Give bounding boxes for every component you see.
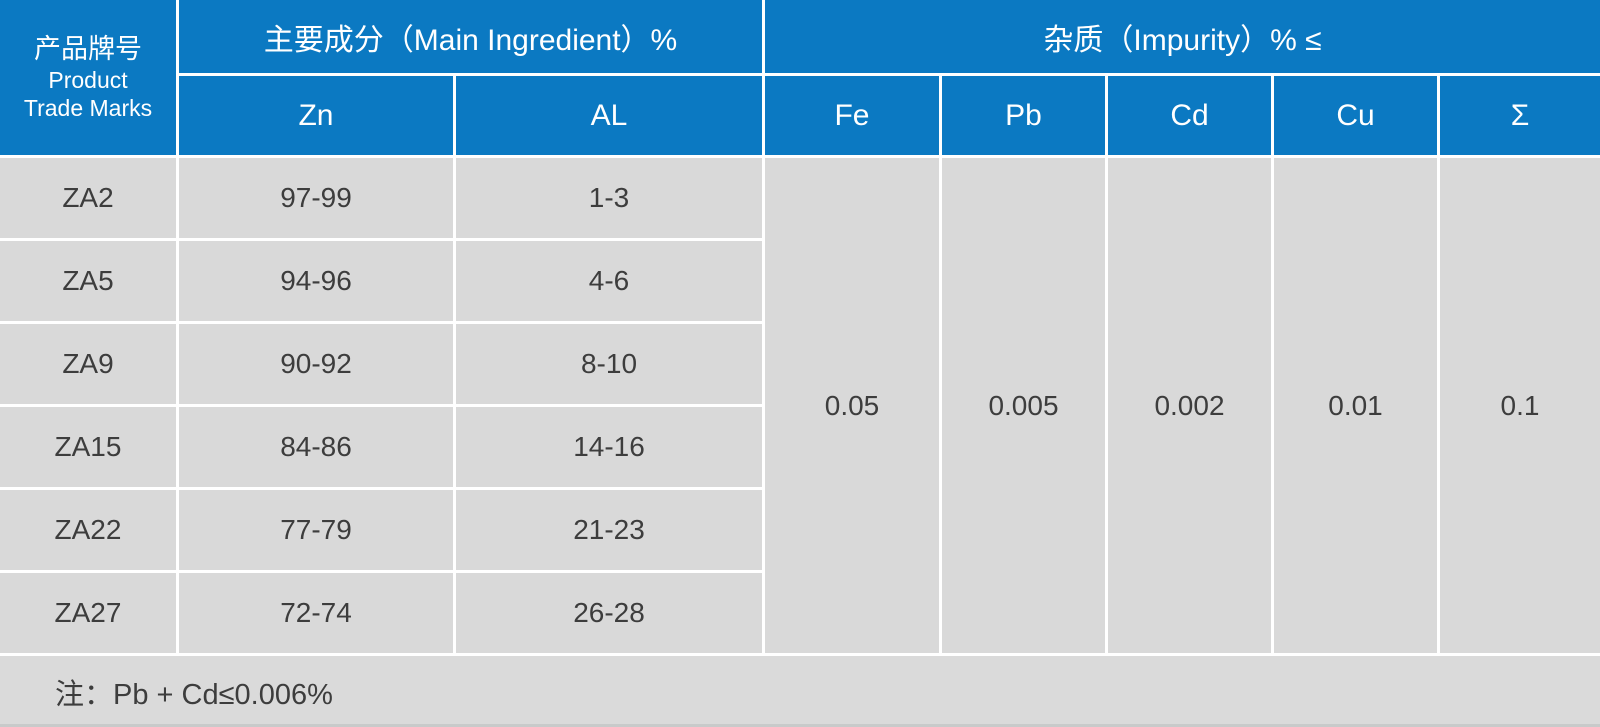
cell-al-za9: 8-10 xyxy=(456,324,762,404)
cell-zn-za22: 77-79 xyxy=(179,490,453,570)
cell-al-za2: 1-3 xyxy=(456,158,762,238)
header-impurity: 杂质（Impurity）% ≤ xyxy=(765,0,1600,73)
cell-al-za22: 21-23 xyxy=(456,490,762,570)
column-header-sigma: Σ xyxy=(1440,76,1600,155)
cell-impurity-cd-limit: 0.002 xyxy=(1108,158,1271,653)
cell-trademark-za22: ZA22 xyxy=(0,490,176,570)
cell-zn-za9: 90-92 xyxy=(179,324,453,404)
cell-trademark-za15: ZA15 xyxy=(0,407,176,487)
cell-trademark-za2: ZA2 xyxy=(0,158,176,238)
cell-impurity-pb-limit: 0.005 xyxy=(942,158,1105,653)
header-product-trade-marks: 产品牌号 Product Trade Marks xyxy=(0,0,176,155)
footnote: 注：Pb + Cd≤0.006% xyxy=(0,656,1600,727)
cell-al-za27: 26-28 xyxy=(456,573,762,653)
column-header-cd: Cd xyxy=(1108,76,1271,155)
column-header-pb: Pb xyxy=(942,76,1105,155)
column-header-cu: Cu xyxy=(1274,76,1437,155)
cell-al-za15: 14-16 xyxy=(456,407,762,487)
cell-trademark-za9: ZA9 xyxy=(0,324,176,404)
cell-zn-za5: 94-96 xyxy=(179,241,453,321)
cell-zn-za15: 84-86 xyxy=(179,407,453,487)
cell-impurity-fe-limit: 0.05 xyxy=(765,158,939,653)
header-product-trade-marks-en2: Trade Marks xyxy=(23,94,153,121)
cell-zn-za27: 72-74 xyxy=(179,573,453,653)
header-product-trade-marks-zh: 产品牌号 xyxy=(34,33,142,64)
cell-impurity-cu-limit: 0.01 xyxy=(1274,158,1437,653)
column-header-zn: Zn xyxy=(179,76,453,155)
cell-zn-za2: 97-99 xyxy=(179,158,453,238)
column-header-al: AL xyxy=(456,76,762,155)
header-main-ingredient: 主要成分（Main Ingredient）% xyxy=(179,0,762,73)
cell-impurity-sigma-limit: 0.1 xyxy=(1440,158,1600,653)
cell-trademark-za27: ZA27 xyxy=(0,573,176,653)
column-header-fe: Fe xyxy=(765,76,939,155)
header-product-trade-marks-en1: Product xyxy=(48,66,128,93)
cell-trademark-za5: ZA5 xyxy=(0,241,176,321)
cell-al-za5: 4-6 xyxy=(456,241,762,321)
